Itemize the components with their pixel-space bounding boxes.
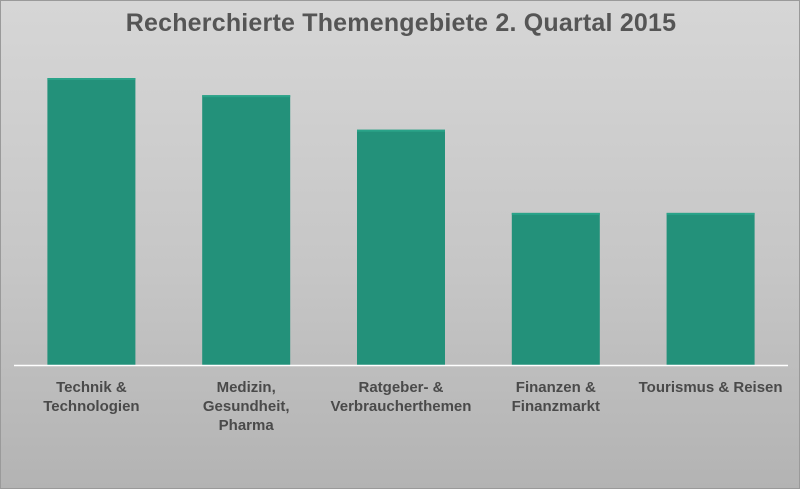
- x-tick-label-0: Technik & Technologien: [43, 379, 140, 415]
- x-tick-label-2: Ratgeber- & Verbraucherthemen: [330, 379, 472, 415]
- bar-top-edge-4: [666, 212, 755, 215]
- x-tick-label-1: Medizin, Gesundheit, Pharma: [202, 379, 290, 434]
- bar-top-edge-2: [357, 129, 445, 132]
- bar-top-edge-3: [511, 212, 600, 215]
- bar-2: [357, 129, 445, 365]
- bar-1: [202, 95, 291, 365]
- bar-4: [666, 212, 755, 365]
- chart-title: Recherchierte Themengebiete 2. Quartal 2…: [125, 9, 677, 37]
- x-tick-label-3: Finanzen & Finanzmarkt: [511, 379, 600, 415]
- x-tick-label-4: Tourismus & Reisen: [638, 379, 783, 396]
- bar-3: [511, 212, 600, 365]
- bar-top-edge-0: [47, 78, 136, 80]
- bar-0: [47, 78, 136, 365]
- bar-top-edge-1: [202, 95, 291, 98]
